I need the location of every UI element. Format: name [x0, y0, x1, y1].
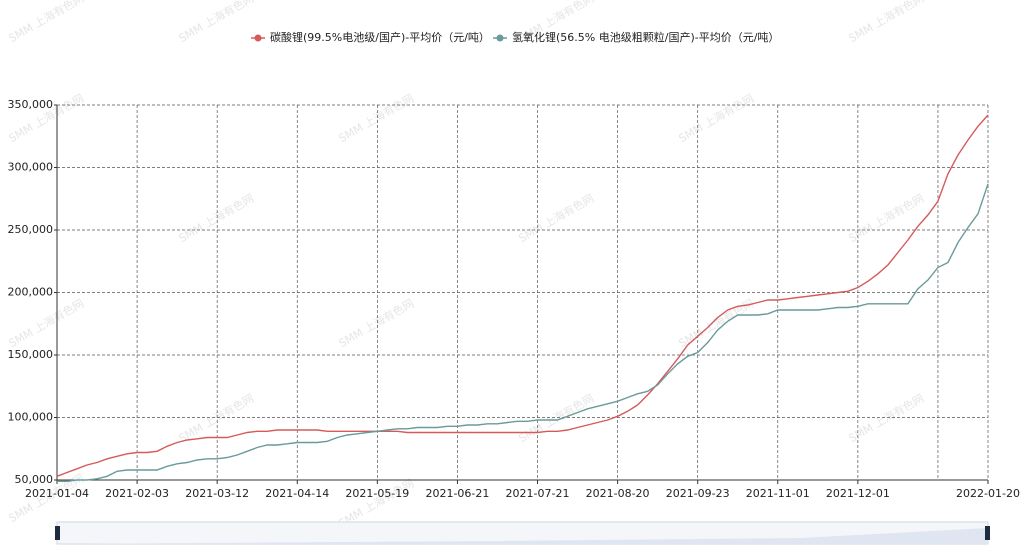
watermark: SMM 上海有色网 — [676, 91, 756, 145]
x-tick-label: 2021-07-21 — [506, 487, 570, 500]
zoom-handle[interactable] — [55, 526, 60, 540]
x-tick-label: 2021-03-12 — [185, 487, 249, 500]
y-tick-label: 100,000 — [8, 411, 54, 424]
x-tick-label: 2021-08-20 — [586, 487, 650, 500]
x-tick-label: 2021-05-19 — [345, 487, 409, 500]
watermark: SMM 上海有色网 — [176, 191, 256, 245]
x-tick-label: 2021-01-04 — [25, 487, 89, 500]
x-tick-label: 2021-11-01 — [746, 487, 810, 500]
x-tick-label: 2021-06-21 — [425, 487, 489, 500]
legend-marker — [496, 34, 504, 42]
x-tick-label: 2021-04-14 — [265, 487, 329, 500]
watermark: SMM 上海有色网 — [516, 191, 596, 245]
watermark: SMM 上海有色网 — [516, 391, 596, 445]
zoom-handle[interactable] — [985, 526, 990, 540]
legend-label: 碳酸锂(99.5%电池级/国产)-平均价（元/吨） — [270, 30, 490, 44]
watermark: SMM 上海有色网 — [6, 296, 86, 350]
data-zoom[interactable] — [55, 521, 990, 545]
watermark: SMM 上海有色网 — [846, 0, 926, 45]
x-tick-label: 2021-12-01 — [826, 487, 890, 500]
watermark: SMM 上海有色网 — [676, 296, 756, 350]
x-tick-label: 2021-02-03 — [105, 487, 169, 500]
zoom-shape — [57, 528, 988, 544]
series-line — [56, 114, 989, 477]
y-tick-label: 300,000 — [8, 161, 54, 174]
watermarks: SMM 上海有色网 SMM 上海有色网 SMM 上海有色网 SMM 上海有色网 … — [6, 0, 926, 530]
watermark: SMM 上海有色网 — [336, 91, 416, 145]
watermark: SMM 上海有色网 — [176, 0, 256, 45]
x-tick-label: 2022-01-20 — [956, 487, 1020, 500]
y-tick-label: 250,000 — [8, 223, 54, 236]
y-tick-label: 150,000 — [8, 348, 54, 361]
y-tick-label: 200,000 — [8, 286, 54, 299]
series-line — [57, 183, 989, 482]
x-tick-label: 2021-09-23 — [666, 487, 730, 500]
legend-marker — [254, 34, 262, 42]
y-tick-label: 350,000 — [8, 98, 54, 111]
watermark: SMM 上海有色网 — [336, 296, 416, 350]
watermark: SMM 上海有色网 — [6, 0, 86, 45]
legend-label: 氢氧化锂(56.5% 电池级粗颗粒/国产)-平均价（元/吨） — [512, 30, 779, 44]
y-tick-label: 50,000 — [15, 473, 54, 486]
